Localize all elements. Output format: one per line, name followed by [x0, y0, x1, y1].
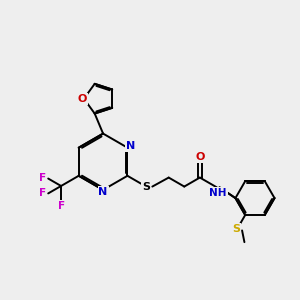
Text: O: O [77, 94, 87, 104]
Text: F: F [39, 188, 46, 198]
Text: N: N [126, 141, 135, 151]
Text: F: F [39, 173, 46, 183]
Text: S: S [232, 224, 240, 234]
Text: S: S [142, 182, 150, 192]
Text: NH: NH [209, 188, 227, 198]
Text: O: O [195, 152, 205, 162]
Text: F: F [58, 201, 64, 211]
Text: N: N [98, 187, 108, 197]
